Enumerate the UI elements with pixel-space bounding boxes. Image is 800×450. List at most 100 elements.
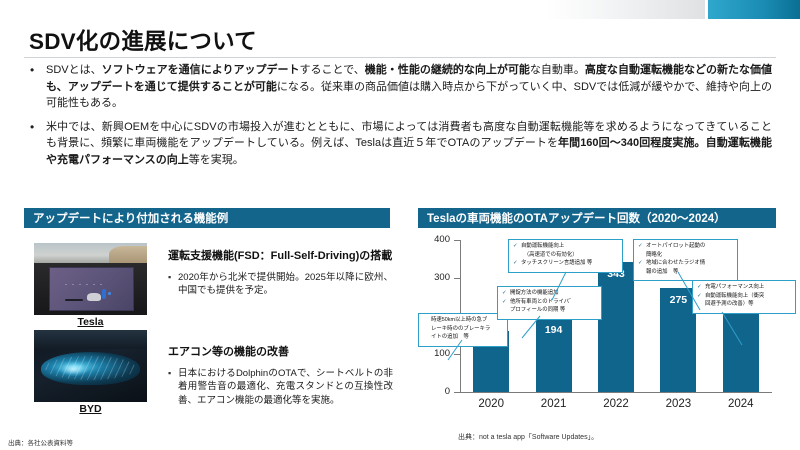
bullet-run: することで、 [299, 64, 365, 76]
callout-text: オートパイロット起動の [646, 243, 706, 249]
bar-2022[interactable] [598, 261, 634, 392]
y-tick [454, 240, 460, 241]
list-item: ▪ 日本におけるDolphinのOTAで、シートベルトの非着用警告音の最適化、充… [168, 367, 393, 408]
tesla-fsd-screen-photo [34, 243, 147, 315]
callout-line: ✓ タッチスクリーン言語追加 等 [513, 260, 618, 268]
byd-air-vent-photo [34, 330, 147, 402]
tesla-caption: Tesla [77, 316, 104, 328]
callout-line: イトの追加 等 [423, 334, 503, 342]
list-marker: ▪ [168, 367, 172, 378]
callout-text: タッチスクリーン言語追加 等 [521, 260, 593, 267]
callout-text: （高速道での有効化） [521, 251, 578, 258]
bullet-emphasis: 機能・性能の継続的な向上が可能 [364, 64, 530, 76]
chart-x-axis [460, 392, 772, 393]
photo-ui-bar [64, 298, 84, 301]
bullet-run: 米中では、新興OEMを中心にSDVの市場投入が進むとともに、市場によっては消費者… [46, 120, 772, 150]
callout-text: 自動運転機能向上（衝突 [705, 292, 765, 299]
check-icon: ✓ [638, 243, 643, 249]
x-label-2021: 2021 [540, 398, 567, 410]
callout-line: 回避予測の改善）等 [697, 301, 791, 309]
callout-line: ✓ 地域に合わせたラジオ情 [638, 260, 733, 268]
title-divider [24, 57, 776, 58]
left-section-header: アップデートにより付加される機能例 [24, 208, 390, 228]
check-icon: ✓ [513, 243, 518, 249]
y-tick-label: 100 [434, 348, 450, 359]
bullet-marker: • [30, 119, 35, 134]
callout-text: 地域に合わせたラジオ情 [646, 260, 706, 267]
callout-line: ✓ 自動運転機能向上 [513, 243, 618, 251]
photo-hill [108, 245, 147, 267]
callout-text: 他所有車両とのドライバ゛ [510, 298, 575, 305]
fsd-feature-block: 運転支援機能(FSD：Full-Self-Driving)の搭載 ▪ 2020年… [168, 249, 393, 298]
callout-text: 充電パフォーマンス向上 [705, 284, 765, 290]
callout-text: イトの追加 等 [431, 334, 469, 341]
check-icon: ✓ [638, 260, 643, 267]
photo-blue-marker-small [108, 291, 111, 296]
callout-text: プロフィールの同期 等 [510, 307, 566, 314]
bullet-list: • SDVとは、ソフトウェアを通信によりアップデートすることで、機能・性能の継続… [30, 62, 772, 175]
callout-text: 簡略化 [646, 251, 663, 258]
callout-line: 簡略化 [638, 252, 733, 260]
y-tick-label: 0 [444, 386, 450, 397]
y-tick-label: 400 [434, 234, 450, 245]
aircon-heading: エアコン等の機能の改善 [168, 346, 289, 358]
callout-2022: ✓ 自動運転機能向上 （高速道での有効化） ✓ タッチスクリーン言語追加 等 [508, 239, 623, 273]
x-label-2022: 2022 [603, 398, 629, 410]
check-icon: ✓ [513, 260, 518, 267]
bullet-run: な自動車。 [529, 64, 585, 76]
bullet-run: になる。従来車の商品価値は購入時点から下がっていく中、SDVでは低減が緩やかで、… [46, 80, 773, 110]
gradient-bar-light [545, 0, 705, 19]
x-label-2023: 2023 [665, 398, 692, 410]
callout-line: ✓ 充電パフォーマンス向上 [697, 284, 791, 292]
y-tick [454, 278, 460, 279]
callout-text: レーキ時ののブレーキラ [431, 325, 491, 332]
chart-source-note: 出典：not a tesla app「Software Updates」。 [458, 434, 599, 441]
gradient-bar-accent [708, 0, 800, 19]
y-tick [454, 392, 460, 393]
x-label-2020: 2020 [478, 398, 504, 410]
callout-line: ✓ 開錠方法の機能追加 [502, 290, 597, 298]
list-item-text: 日本におけるDolphinのOTAで、シートベルトの非着用警告音の最適化、充電ス… [178, 367, 393, 406]
callout-line: ✓ 自動運転機能向上（衝突 [697, 293, 791, 301]
x-label-2024: 2024 [728, 398, 754, 410]
page-title: SDV化の進展について [29, 29, 257, 54]
bullet-emphasis: ソフトウェアを通信によりアップデート [101, 64, 300, 76]
check-icon: ✓ [502, 290, 507, 296]
callout-text: 自動運転機能向上 [521, 243, 565, 249]
photo-vent-glow [58, 361, 89, 377]
check-icon: ✓ [502, 298, 507, 305]
callout-line: ✓ 他所有車両とのドライバ゛ [502, 299, 597, 307]
photo-center-screen [48, 266, 135, 311]
aircon-feature-block: エアコン等の機能の改善 ▪ 日本におけるDolphinのOTAで、シートベルトの… [168, 345, 393, 407]
bullet-text: SDVとは、ソフトウェアを通信によりアップデートすることで、機能・性能の継続的な… [46, 62, 772, 112]
callout-2023: ✓ オートパイロット起動の 簡略化 ✓ 地域に合わせたラジオ情 報の追加 等 [633, 239, 738, 282]
bar-2021[interactable] [535, 318, 572, 392]
byd-caption: BYD [79, 403, 102, 415]
callout-text: 回避予測の改善）等 [705, 301, 754, 308]
callout-line: 報の追加 等 [638, 269, 733, 277]
photo-screen-icons [64, 283, 102, 286]
photo-blue-marker [101, 289, 106, 299]
bullet-run: 等を実現。 [188, 153, 244, 166]
right-section-header: Teslaの車両機能のOTAアップデート回数（2020～2024） [418, 208, 776, 228]
bullet-run: SDVとは、 [46, 64, 102, 76]
bullet-item: • 米中では、新興OEMを中心にSDVの市場投入が進むとともに、市場によっては消… [30, 119, 772, 169]
photo-upper-trim [34, 330, 147, 349]
check-icon: ✓ [697, 284, 702, 290]
bullet-emphasis: 高度な自動運転機能などの新たな価値も、アップデートを通じて提供することが可能 [46, 64, 773, 93]
callout-2024: ✓ 充電パフォーマンス向上 ✓ 自動運転機能向上（衝突 回避予測の改善）等 [692, 280, 796, 314]
bullet-text: 米中では、新興OEMを中心にSDVの市場投入が進むとともに、市場によっては消費者… [46, 119, 772, 169]
bullet-item: • SDVとは、ソフトウェアを通信によりアップデートすることで、機能・性能の継続… [30, 62, 772, 112]
left-source-note: 出典：各社公表資料等 [8, 440, 73, 447]
callout-line: 時速50km以上時の急ブ [423, 317, 503, 325]
fsd-heading: 運転支援機能(FSD：Full-Self-Driving)の搭載 [168, 250, 393, 262]
callout-2021: ✓ 開錠方法の機能追加 ✓ 他所有車両とのドライバ゛ プロフィールの同期 等 [497, 286, 602, 320]
callout-2020: 時速50km以上時の急ブ レーキ時ののブレーキラ イトの追加 等 [418, 313, 508, 347]
bullet-emphasis: 年間160回～340回程度実施。自動運転機能や充電パフォーマンスの向上 [46, 137, 772, 166]
callout-line: レーキ時ののブレーキラ [423, 326, 503, 334]
callout-line: ✓ オートパイロット起動の [638, 243, 733, 251]
photo-car-render [87, 292, 101, 302]
header-gradient-decoration [545, 0, 800, 19]
bullet-marker: • [30, 63, 35, 77]
